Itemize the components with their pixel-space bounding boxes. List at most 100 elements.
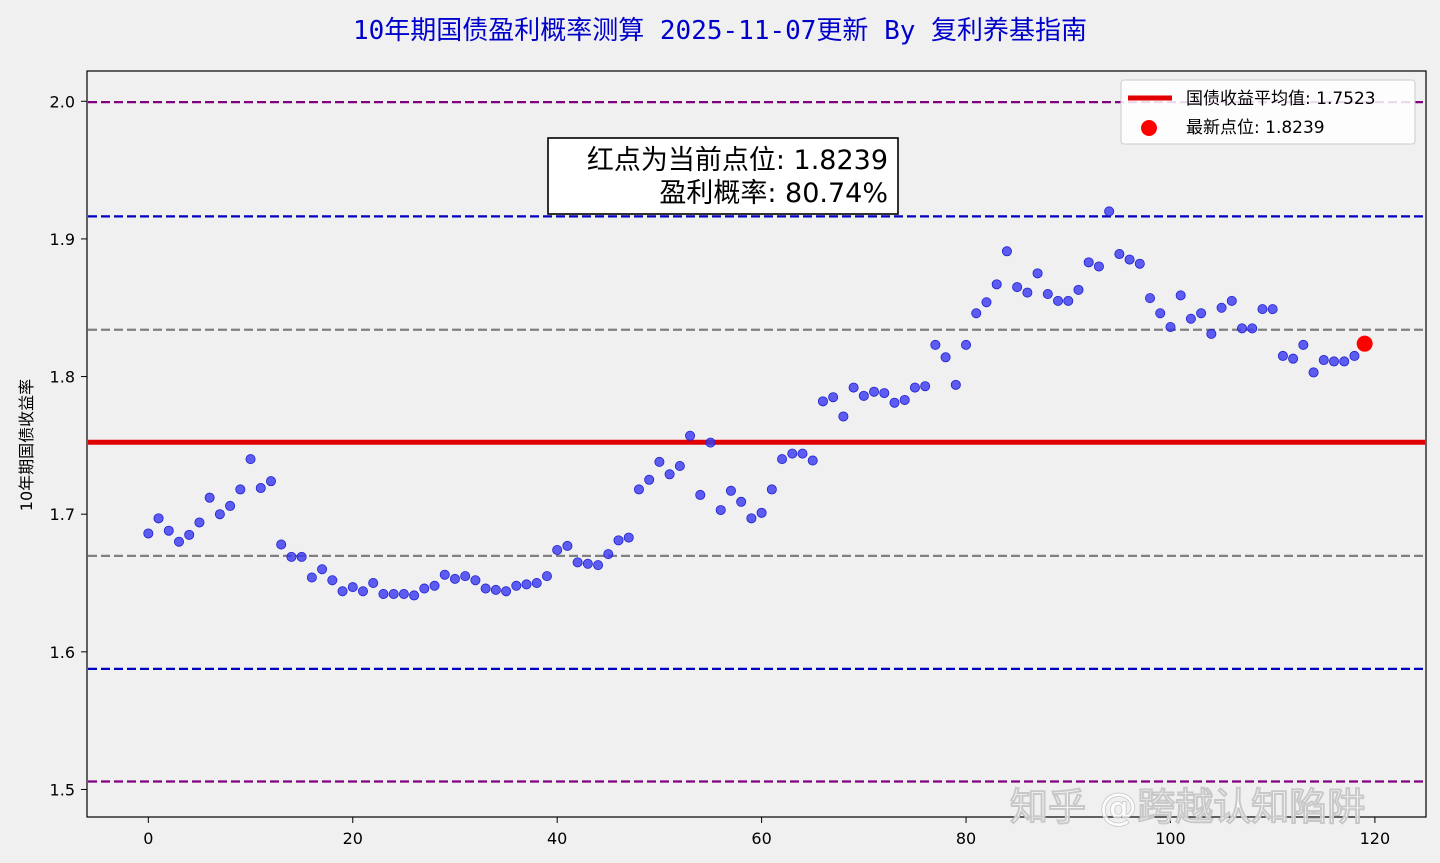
y-tick-label: 2.0	[50, 92, 75, 111]
data-point	[869, 386, 880, 397]
data-point	[1001, 246, 1012, 257]
data-point	[1216, 302, 1227, 313]
x-tick-label: 40	[547, 829, 567, 848]
y-tick-label: 1.6	[50, 643, 75, 662]
data-point	[705, 437, 716, 448]
data-point	[725, 485, 736, 496]
data-point	[562, 540, 573, 551]
data-point	[1226, 295, 1237, 306]
data-point	[470, 575, 481, 586]
data-point	[991, 279, 1002, 290]
legend-latest-swatch	[1141, 120, 1157, 136]
data-point	[1247, 323, 1258, 334]
x-tick-label: 100	[1155, 829, 1186, 848]
data-point	[623, 532, 634, 543]
x-tick-label: 20	[343, 829, 363, 848]
data-point	[654, 456, 665, 467]
data-point	[1349, 350, 1360, 361]
data-point	[1308, 367, 1319, 378]
data-point	[429, 580, 440, 591]
chart-title: 10年期国债盈利概率测算 2025-11-07更新 By 复利养基指南	[353, 16, 1087, 46]
data-point	[173, 536, 184, 547]
data-point	[501, 586, 512, 597]
data-point	[1196, 308, 1207, 319]
data-point	[1073, 284, 1084, 295]
data-point	[685, 430, 696, 441]
data-point	[695, 489, 706, 500]
data-point	[1063, 295, 1074, 306]
data-point	[204, 492, 215, 503]
data-point	[858, 390, 869, 401]
data-point	[920, 381, 931, 392]
data-point	[1114, 249, 1125, 260]
annotation-probability: 盈利概率: 80.74%	[659, 178, 888, 209]
data-point	[184, 529, 195, 540]
data-point	[552, 544, 563, 555]
data-point	[1288, 353, 1299, 364]
data-point	[439, 569, 450, 580]
data-point	[572, 557, 583, 568]
data-point	[1267, 304, 1278, 315]
x-tick-label: 120	[1360, 829, 1391, 848]
data-point	[143, 528, 154, 539]
legend: 国债收益平均值: 1.7523 最新点位: 1.8239	[1120, 79, 1416, 145]
data-point	[971, 308, 982, 319]
data-point	[449, 573, 460, 584]
data-point	[480, 583, 491, 594]
data-point	[1185, 313, 1196, 324]
data-point	[1237, 323, 1248, 334]
data-point	[1155, 308, 1166, 319]
data-point	[838, 411, 849, 422]
data-point	[664, 469, 675, 480]
data-point	[286, 551, 297, 562]
annotation-box	[547, 137, 899, 215]
data-point	[276, 539, 287, 550]
data-point	[817, 396, 828, 407]
data-point	[1093, 261, 1104, 272]
data-point	[1053, 295, 1064, 306]
data-point	[378, 589, 389, 600]
data-point	[531, 578, 542, 589]
data-point	[787, 448, 798, 459]
y-tick-label: 1.7	[50, 505, 75, 524]
data-point	[961, 339, 972, 350]
data-point	[1206, 328, 1217, 339]
x-tick-label: 60	[751, 829, 771, 848]
data-point	[909, 382, 920, 393]
latest-point	[1356, 335, 1373, 352]
data-point	[225, 500, 236, 511]
data-point	[633, 484, 644, 495]
data-point	[1175, 290, 1186, 301]
data-point	[245, 454, 256, 465]
y-tick-label: 1.5	[50, 780, 75, 799]
data-point	[306, 572, 317, 583]
data-point	[419, 583, 430, 594]
annotation-current-point: 红点为当前点位: 1.8239	[587, 145, 888, 176]
data-point	[766, 484, 777, 495]
x-tick-label: 80	[956, 829, 976, 848]
data-point	[153, 513, 164, 524]
data-point	[644, 474, 655, 485]
data-point	[807, 455, 818, 466]
data-point	[940, 352, 951, 363]
data-point	[593, 560, 604, 571]
data-point	[715, 505, 726, 516]
data-point	[582, 558, 593, 569]
data-point	[1145, 293, 1156, 304]
data-point	[255, 483, 266, 494]
y-tick-label: 1.9	[50, 230, 75, 249]
data-point	[930, 339, 941, 350]
data-point	[398, 589, 409, 600]
data-point	[1339, 356, 1350, 367]
data-point	[1134, 258, 1145, 269]
data-point	[879, 388, 890, 399]
data-point	[828, 392, 839, 403]
data-point	[736, 496, 747, 507]
y-axis-label: 10年期国债收益率	[17, 379, 36, 511]
data-point	[337, 586, 348, 597]
data-point	[296, 551, 307, 562]
data-point	[265, 476, 276, 487]
data-point	[950, 379, 961, 390]
